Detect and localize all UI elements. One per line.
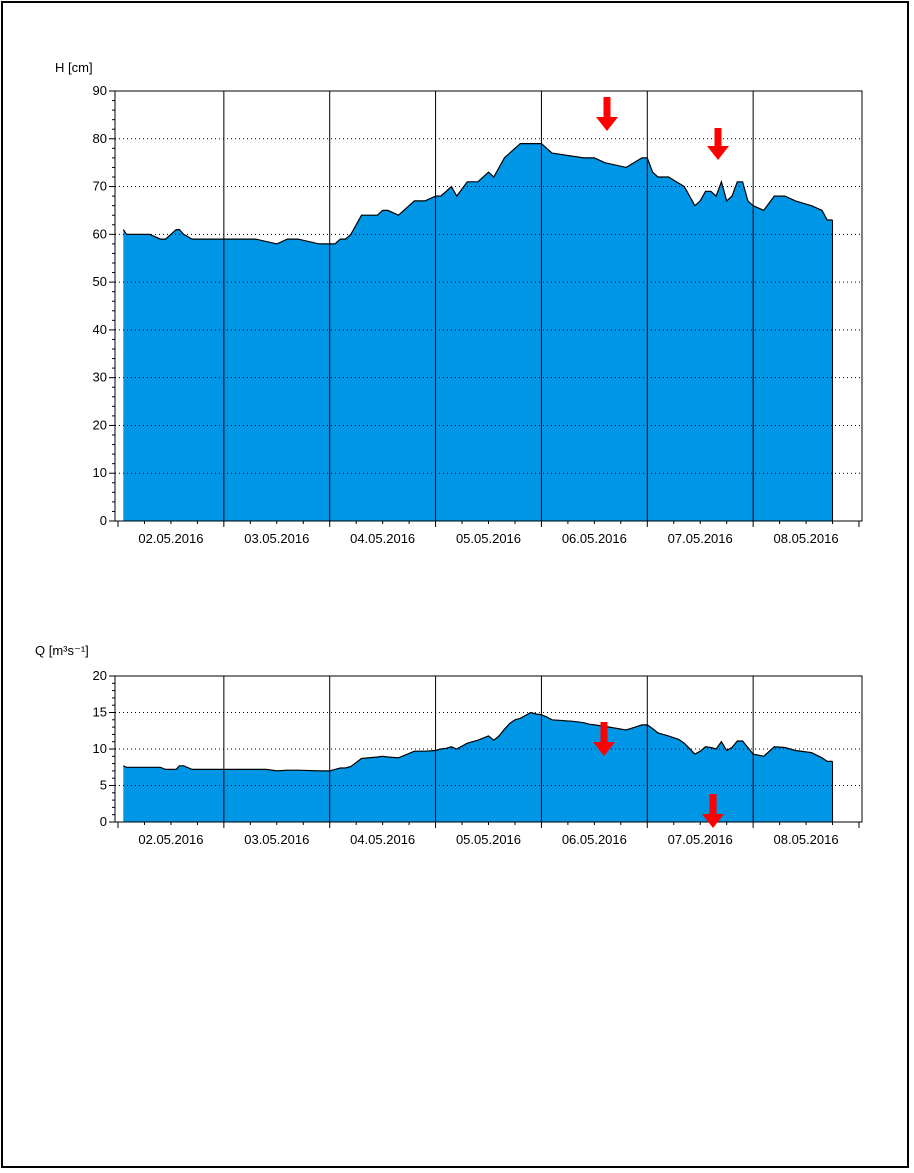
chart-2-y-tick-label: 15 — [93, 705, 107, 720]
chart-1-series-area — [123, 143, 833, 521]
chart-1-y-axis-label: H [cm] — [55, 60, 93, 75]
arrow-shaft — [714, 128, 722, 148]
chart-1-x-tick-label: 03.05.2016 — [244, 531, 309, 546]
chart-2-x-tick-label: 02.05.2016 — [138, 832, 203, 847]
chart-1-y-tick-label: 20 — [93, 417, 107, 432]
chart-2-red-arrow-1 — [593, 722, 615, 756]
chart-1-y-tick-label: 50 — [93, 274, 107, 289]
chart-2-x-tick-label: 05.05.2016 — [456, 832, 521, 847]
chart-2-y-axis-label: Q [m³s⁻¹] — [35, 643, 89, 658]
chart-2-red-arrow-2 — [702, 794, 724, 828]
arrow-head — [593, 742, 615, 756]
arrow-shaft — [603, 97, 611, 119]
arrow-shaft — [709, 794, 717, 816]
chart-2-series-area — [123, 712, 833, 822]
chart-1-y-tick-label: 60 — [93, 226, 107, 241]
chart-2-series-line — [123, 711, 833, 772]
arrow-head — [707, 146, 729, 160]
chart-1-y-tick-label: 70 — [93, 179, 107, 194]
chart-2-x-tick-label: 03.05.2016 — [244, 832, 309, 847]
chart-1-y-tick-label: 10 — [93, 465, 107, 480]
arrow-head — [702, 814, 724, 828]
chart-1-y-tick-label: 80 — [93, 131, 107, 146]
chart-1-series-line — [122, 143, 833, 245]
chart-1-x-tick-label: 05.05.2016 — [456, 531, 521, 546]
chart-1-red-arrow-2 — [707, 128, 729, 160]
chart-1-red-arrow-1 — [596, 97, 618, 131]
chart-2-x-tick-label: 08.05.2016 — [774, 832, 839, 847]
chart-2-y-tick-label: 20 — [93, 668, 107, 683]
chart-1-x-tick-label: 04.05.2016 — [350, 531, 415, 546]
chart-2-y-tick-label: 5 — [100, 778, 107, 793]
chart-2-x-tick-label: 07.05.2016 — [668, 832, 733, 847]
chart-1-x-tick-label: 08.05.2016 — [774, 531, 839, 546]
arrow-shaft — [600, 722, 608, 744]
chart-1-y-tick-label: 40 — [93, 322, 107, 337]
chart-2-x-tick-label: 04.05.2016 — [350, 832, 415, 847]
chart-1-y-tick-label: 30 — [93, 370, 107, 385]
chart-2-y-tick-label: 10 — [93, 741, 107, 756]
chart-1-x-tick-label: 02.05.2016 — [138, 531, 203, 546]
chart-1-y-tick-label: 0 — [100, 513, 107, 528]
chart-2-x-tick-label: 06.05.2016 — [562, 832, 627, 847]
chart-1-x-tick-label: 06.05.2016 — [562, 531, 627, 546]
chart-1-y-tick-label: 90 — [93, 83, 107, 98]
chart-1-x-tick-label: 07.05.2016 — [668, 531, 733, 546]
chart-2-y-tick-label: 0 — [100, 814, 107, 829]
arrow-head — [596, 117, 618, 131]
